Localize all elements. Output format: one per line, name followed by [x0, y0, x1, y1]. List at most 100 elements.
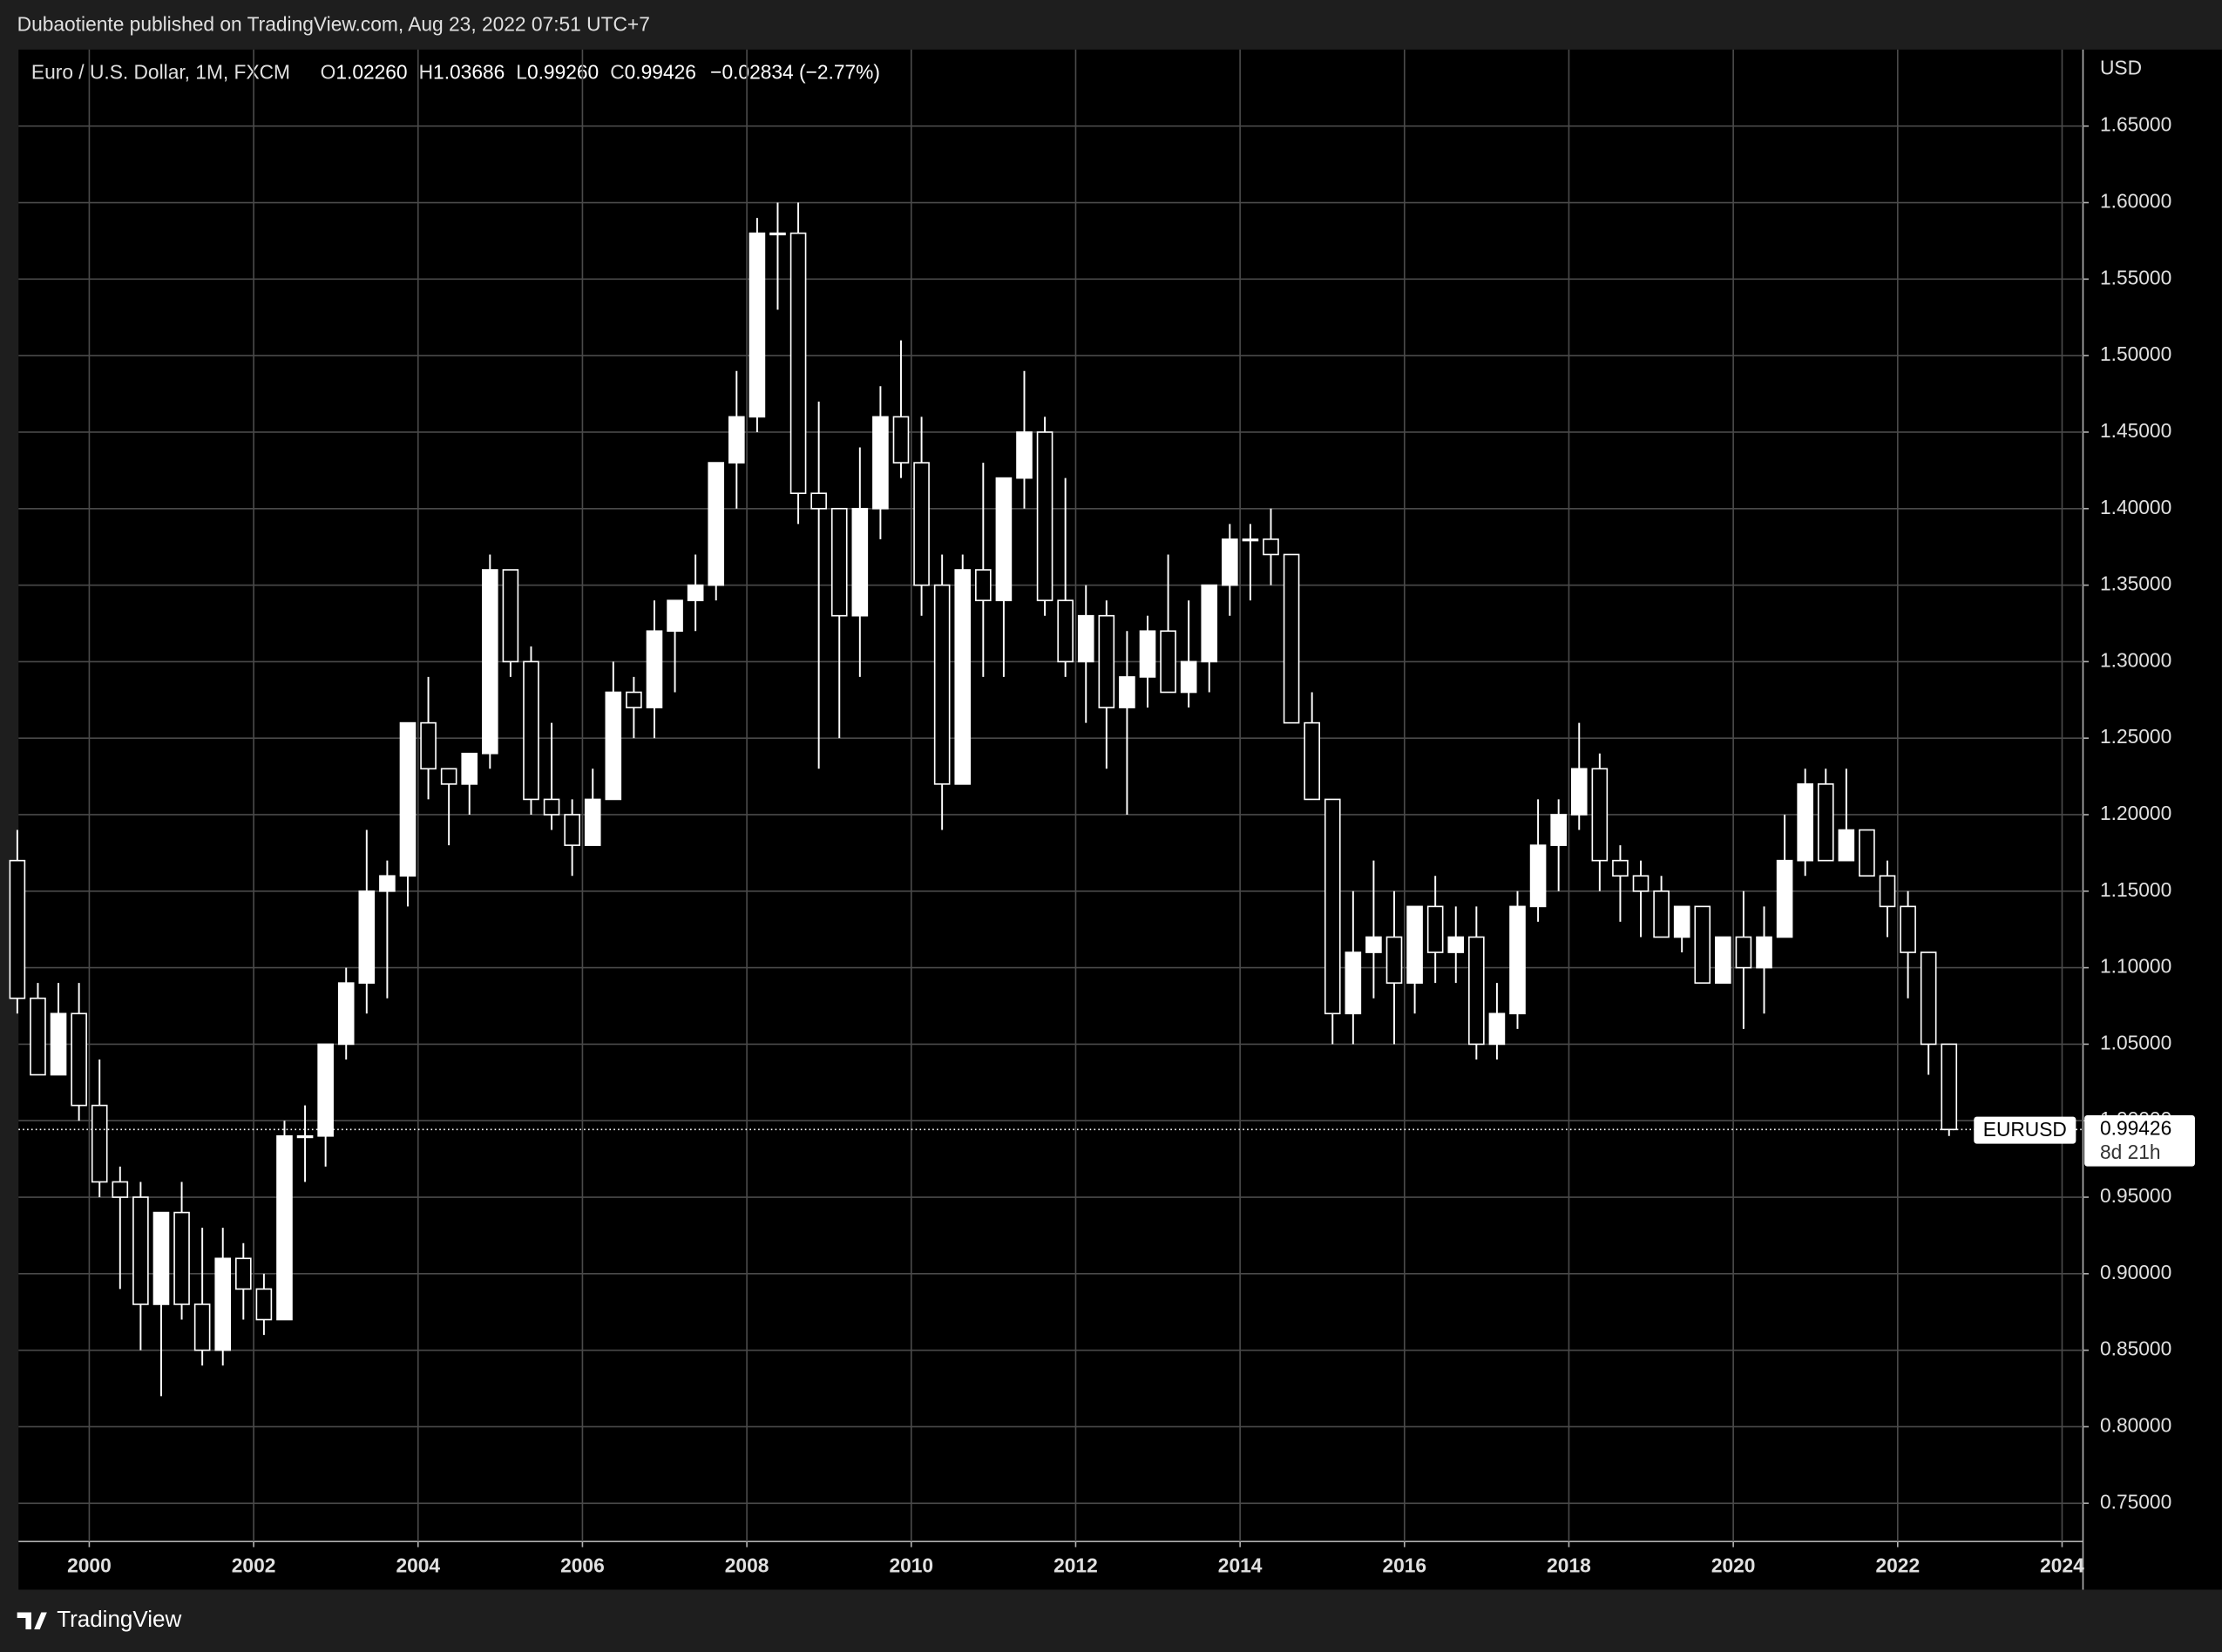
candle-body — [420, 721, 437, 770]
candle-body — [255, 1288, 273, 1321]
candle-body — [1900, 905, 1916, 953]
candle-body — [1324, 798, 1341, 1015]
candle-body — [789, 232, 807, 495]
y-tick-label: 1.40000 — [2100, 496, 2171, 518]
candle-body — [1468, 936, 1485, 1046]
y-tick-label: 1.20000 — [2100, 802, 2171, 824]
candle-body — [152, 1211, 170, 1305]
symbol-title: Euro / U.S. Dollar, 1M, FXCM — [31, 61, 290, 84]
candle-body — [235, 1257, 252, 1290]
candle-body — [1653, 890, 1670, 938]
candle-body — [728, 416, 745, 464]
candle-body — [193, 1303, 211, 1351]
candle-body — [1509, 905, 1526, 1015]
candle-body — [379, 875, 396, 892]
candle-body — [995, 477, 1013, 601]
candle-body — [1612, 859, 1629, 877]
candle-body — [1879, 875, 1896, 908]
x-tick-label: 2002 — [232, 1554, 276, 1576]
candle-body — [276, 1134, 293, 1321]
candle-body — [1406, 905, 1423, 984]
candle-body — [1817, 783, 1834, 862]
brand-name: TradingView — [57, 1606, 181, 1632]
publisher-note: Dubaotiente published on TradingView.com… — [17, 12, 650, 35]
candle-body — [1385, 936, 1403, 984]
candle-body — [708, 462, 725, 586]
candle-body — [173, 1211, 190, 1305]
y-tick-label: 0.85000 — [2100, 1337, 2171, 1360]
candle-body — [1550, 814, 1567, 846]
x-tick-label: 2012 — [1053, 1554, 1098, 1576]
candle-body — [749, 232, 766, 418]
candle-body — [1180, 660, 1197, 694]
candle-body — [317, 1043, 334, 1137]
candle-body — [358, 890, 376, 984]
candle-body — [1859, 829, 1875, 877]
candle-body — [214, 1257, 232, 1351]
candle-body — [440, 768, 457, 785]
y-tick-label: 1.45000 — [2100, 419, 2171, 442]
ohlc-key: C — [610, 61, 624, 84]
candle-body — [502, 569, 519, 663]
candle-body — [1119, 676, 1135, 708]
candle-body — [584, 798, 601, 846]
candle-body — [851, 507, 869, 617]
candle-body — [564, 814, 580, 846]
candle-body — [810, 492, 827, 510]
symbol-tag: EURUSD — [1983, 1118, 2067, 1141]
candle-body — [830, 507, 848, 617]
candle-body — [461, 752, 478, 785]
candle-body — [1077, 614, 1094, 663]
ohlc-value: 0.99426 — [625, 61, 696, 84]
x-tick-label: 2022 — [1875, 1554, 1920, 1576]
ohlc-value: 1.02260 — [335, 61, 407, 84]
y-tick-label: 1.35000 — [2100, 572, 2171, 595]
y-tick-label: 1.50000 — [2100, 342, 2171, 365]
y-tick-label: 0.75000 — [2100, 1490, 2171, 1513]
candle-body — [1776, 859, 1793, 938]
y-tick-label: 1.55000 — [2100, 266, 2171, 288]
candle-body — [1201, 584, 1218, 663]
price-tag: 0.99426 — [2100, 1116, 2171, 1139]
x-tick-label: 2006 — [560, 1554, 605, 1576]
y-tick-label: 1.10000 — [2100, 955, 2171, 978]
candle-body — [1304, 721, 1320, 801]
symbol-tag-box — [1974, 1116, 2076, 1144]
change-value: −0.02834 (−2.77%) — [710, 61, 880, 84]
y-tick-label: 0.95000 — [2100, 1184, 2171, 1207]
candle-body — [523, 660, 539, 801]
x-tick-label: 2000 — [67, 1554, 112, 1576]
ohlc-key: H — [419, 61, 433, 84]
candle-body — [626, 691, 642, 708]
candle-body — [975, 569, 992, 601]
candle-body — [913, 462, 930, 586]
candle-body — [1488, 1012, 1506, 1046]
candle-body — [1426, 905, 1444, 953]
candle-body — [892, 416, 910, 464]
candle-body — [1529, 844, 1547, 908]
chart-background — [18, 49, 2222, 1590]
candle-body — [337, 982, 355, 1046]
y-tick-label: 0.90000 — [2100, 1261, 2171, 1283]
candle-body — [482, 569, 498, 755]
countdown: 8d 21h — [2100, 1141, 2161, 1163]
y-tick-label: 1.60000 — [2100, 190, 2171, 213]
candle-body — [399, 721, 417, 877]
candle-body — [1036, 431, 1053, 601]
y-tick-label: 1.65000 — [2100, 113, 2171, 136]
candle-body — [296, 1134, 314, 1139]
ohlc-key: O — [321, 61, 336, 84]
candle-body — [1591, 768, 1609, 862]
candle-body — [933, 584, 951, 785]
candle-body — [132, 1196, 149, 1305]
candle-body — [1365, 936, 1382, 953]
x-tick-label: 2020 — [1711, 1554, 1756, 1576]
x-tick-label: 2014 — [1218, 1554, 1263, 1576]
currency-label: USD — [2100, 57, 2142, 79]
y-tick-label: 1.05000 — [2100, 1031, 2171, 1053]
y-tick-label: 1.30000 — [2100, 648, 2171, 671]
ohlc-legend: O1.02260 H1.03686 L0.99260 C0.99426 −0.02834… — [321, 61, 880, 84]
x-tick-label: 2018 — [1547, 1554, 1591, 1576]
candle-body — [605, 691, 622, 801]
ohlc-value: 0.99260 — [527, 61, 599, 84]
